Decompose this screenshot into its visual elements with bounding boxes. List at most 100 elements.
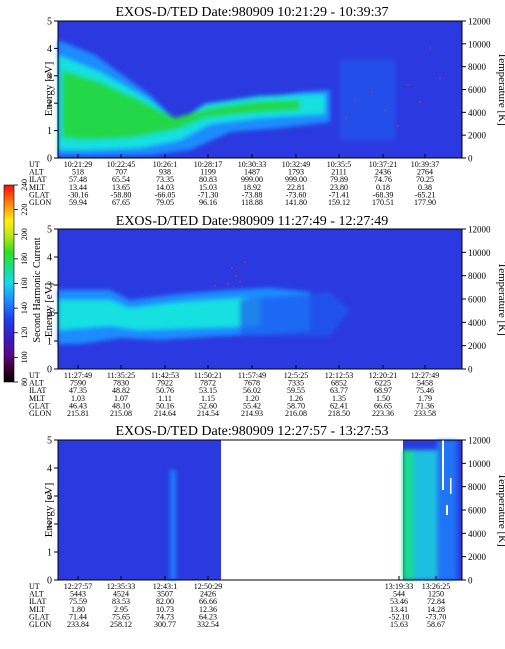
orbit-cell: 7678 <box>244 379 260 388</box>
energy-tick-label: 5 <box>47 17 52 28</box>
orbit-cell: 13.65 <box>112 183 130 192</box>
panel-1: EXOS-D/TED Date:980909 10:21:29 - 10:39:… <box>29 5 505 207</box>
panel-3-gap <box>221 440 403 580</box>
colorbar: 240 220 200 180 160 140 120 100 80 Second Harmon… <box>3 179 43 386</box>
orbit-cell: 79.89 <box>330 175 348 184</box>
orbit-cell: 66.65 <box>374 401 392 410</box>
p1-x-ticks <box>77 154 426 158</box>
colorbar-tick-label: 140 <box>20 302 29 314</box>
orbit-row-name: ILAT <box>29 175 46 184</box>
orbit-cell: 12:12:53 <box>325 371 353 380</box>
panel-2-signal <box>58 288 350 344</box>
temp-tick-label: 8000 <box>468 482 487 492</box>
orbit-cell: 13:26:25 <box>422 582 450 591</box>
orbit-cell: 2111 <box>331 168 346 177</box>
orbit-cell: 12:27:57 <box>64 582 92 591</box>
orbit-cell: 1.26 <box>289 394 303 403</box>
orbit-cell: 48.10 <box>112 401 130 410</box>
orbit-cell: 67.65 <box>112 198 130 207</box>
orbit-cell: 7335 <box>288 379 304 388</box>
orbit-cell: 1487 <box>244 168 260 177</box>
orbit-cell: 1.15 <box>201 394 215 403</box>
orbit-row-name: GLAT <box>29 612 50 621</box>
orbit-cell: 1.07 <box>114 394 128 403</box>
orbit-cell: 258.12 <box>110 620 132 629</box>
panel-1-energy-axis: 5 4 3 2 1 0 Energy [eV] <box>43 17 58 165</box>
temp-tick-label: 12000 <box>468 436 491 446</box>
orbit-cell: 999.00 <box>241 175 263 184</box>
orbit-cell: 82.00 <box>156 597 174 606</box>
orbit-row-name: UT <box>29 371 40 380</box>
orbit-cell: 300.77 <box>154 620 176 629</box>
panel-1-noise-dots <box>345 47 441 127</box>
orbit-cell: 177.90 <box>414 198 436 207</box>
orbit-row-name: MLT <box>29 605 45 614</box>
energy-tick-label: 3 <box>47 71 52 82</box>
orbit-cell: 5443 <box>70 590 86 599</box>
energy-tick-label: 3 <box>47 281 52 292</box>
colorbar-tick-label: 100 <box>20 351 29 363</box>
temp-tick-label: 0 <box>468 576 473 586</box>
orbit-cell: 50.76 <box>156 386 174 395</box>
orbit-cell: 52.60 <box>199 401 217 410</box>
panel-3-white-ticks <box>442 440 452 515</box>
orbit-row-name: ALT <box>29 379 44 388</box>
orbit-row-name: GLAT <box>29 190 50 199</box>
orbit-cell: 223.36 <box>372 409 394 418</box>
orbit-cell: 83.53 <box>112 597 130 606</box>
colorbar-tick-label: 120 <box>20 327 29 339</box>
energy-tick-label: 4 <box>47 253 52 264</box>
orbit-cell: -71.30 <box>198 190 219 199</box>
energy-tick-label: 0 <box>47 365 52 376</box>
orbit-cell: 74.73 <box>156 612 174 621</box>
panel-1-plot <box>57 20 463 159</box>
orbit-cell: 10:30:33 <box>238 160 266 169</box>
panel-3-orbit-table: UT 12:27:57 12:35:33 12:43:1 12:50:29 13:19:3… <box>29 576 450 629</box>
energy-tick-label: 1 <box>47 337 52 348</box>
orbit-cell: 75.65 <box>112 612 130 621</box>
orbit-cell: 65.54 <box>112 175 130 184</box>
orbit-cell: 72.84 <box>427 597 445 606</box>
panel-2-band-cyan <box>58 298 260 330</box>
orbit-cell: 50.16 <box>156 401 174 410</box>
orbit-cell: 233.84 <box>67 620 89 629</box>
temp-tick-label: 6000 <box>468 85 487 95</box>
orbit-cell: 73.35 <box>156 175 174 184</box>
panel-3-ylabel: Energy [eV] <box>43 483 55 537</box>
temp-tick-label: 12000 <box>468 225 491 235</box>
colorbar-tick-label: 200 <box>20 228 29 240</box>
panel-1-band-green <box>62 70 300 140</box>
orbit-cell: 141.80 <box>285 198 307 207</box>
panel-2-noise-dots <box>214 261 246 287</box>
panel-1-patch-right <box>340 60 395 140</box>
orbit-cell: 1793 <box>288 168 304 177</box>
orbit-cell: 96.16 <box>199 198 217 207</box>
orbit-cell: 1.50 <box>376 394 390 403</box>
temp-tick-label: 2000 <box>468 131 487 141</box>
panel-3: EXOS-D/TED Date:980909 12:27:57 - 13:27:… <box>29 424 505 629</box>
orbit-cell: -65.21 <box>415 190 436 199</box>
orbit-cell: 66.66 <box>199 597 217 606</box>
orbit-cell: 1199 <box>200 168 216 177</box>
panel-2-orbit-table: UT 11:27:49 11:35:25 11:42:53 11:50:21 11:57:… <box>29 365 439 418</box>
orbit-cell: 59.55 <box>287 386 305 395</box>
orbit-cell: 159.12 <box>328 198 350 207</box>
panel-3-plot <box>57 439 463 581</box>
orbit-cell: 4524 <box>113 590 129 599</box>
orbit-cell: 53.15 <box>199 386 217 395</box>
orbit-cell: 47.35 <box>69 386 87 395</box>
orbit-cell: 1250 <box>428 590 444 599</box>
colorbar-tick-label: 180 <box>20 253 29 265</box>
orbit-cell: 12:35:33 <box>107 582 135 591</box>
orbit-cell: 11:35:25 <box>107 371 135 380</box>
orbit-cell: 79.05 <box>156 198 174 207</box>
energy-tick-label: 4 <box>47 44 52 55</box>
orbit-cell: 216.08 <box>285 409 307 418</box>
p3-x-ticks <box>77 576 437 580</box>
orbit-cell: 0.38 <box>418 183 432 192</box>
orbit-cell: 53.46 <box>390 597 408 606</box>
panel-1-signal <box>58 40 395 156</box>
orbit-cell: 13.44 <box>69 183 87 192</box>
orbit-cell: 68.97 <box>374 386 392 395</box>
energy-tick-label: 3 <box>47 492 52 503</box>
